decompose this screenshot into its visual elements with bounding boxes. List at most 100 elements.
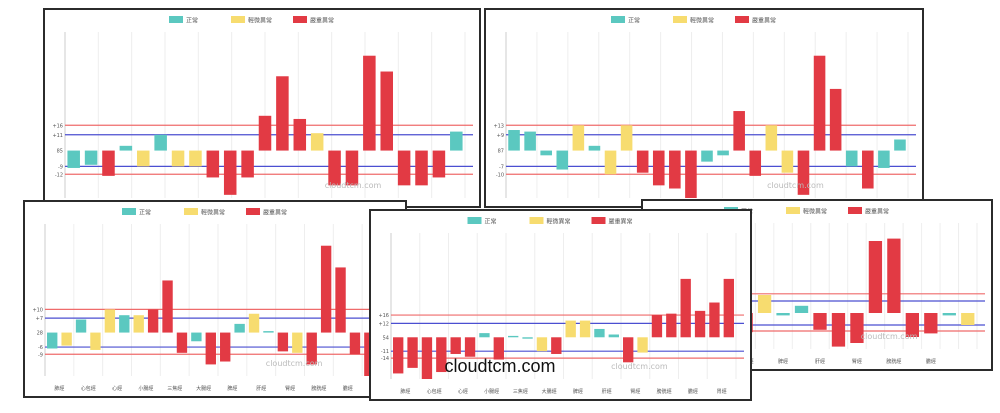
bar (757, 295, 772, 313)
ref-label: -14 (381, 356, 389, 362)
baseline-label: 54 (383, 335, 389, 341)
x-tick-label: 三焦經 (513, 388, 528, 395)
bar (878, 150, 890, 168)
bar (335, 267, 346, 333)
legend-swatch (231, 16, 245, 23)
ref-label: -10 (496, 172, 504, 178)
legend-label: 嚴重異常 (609, 218, 633, 226)
bar (223, 150, 237, 195)
bar (380, 71, 393, 151)
legend-swatch (611, 16, 625, 23)
bar (608, 334, 619, 338)
chart-svg-1: 正常 輕微異常 嚴重異常 +16 +11 -9 -12 85 cloudtcm.com (52, 16, 473, 198)
x-tick-label: 大腸經 (542, 388, 557, 395)
bar (119, 145, 133, 151)
bar (234, 323, 245, 333)
x-tick-label: 膀胱經 (886, 358, 901, 365)
ref-label: -11 (381, 349, 389, 355)
bar (845, 150, 858, 167)
ref-label: +11 (52, 133, 63, 139)
x-tick-label: 大腸經 (196, 385, 211, 392)
bar (829, 88, 842, 151)
bar (717, 150, 729, 156)
bar (749, 150, 762, 176)
ref-label: +16 (52, 123, 63, 129)
bar (701, 150, 713, 162)
x-tick-label: 腎經 (285, 385, 295, 392)
legend-swatch (293, 16, 307, 23)
bar (147, 309, 159, 333)
bar (524, 131, 536, 151)
bar (723, 278, 734, 338)
bar (924, 313, 938, 334)
bar (831, 313, 846, 347)
bar (652, 150, 665, 186)
bar (797, 150, 810, 195)
legend-swatch (529, 217, 544, 224)
bar (133, 315, 144, 333)
chart-panel-top-right: 正常 輕微異常 嚴重異常 +13 +9 -7 -10 87 cloudtcm.com (484, 8, 924, 208)
bar (579, 320, 591, 338)
bar (464, 337, 476, 357)
ref-label: +13 (493, 123, 504, 129)
bar (47, 332, 58, 349)
bar (432, 150, 446, 178)
bar (206, 150, 220, 178)
watermark-text: cloudtcm.com (325, 181, 382, 190)
bar (176, 332, 188, 353)
ref-label: +9 (497, 133, 504, 139)
legend-swatch (591, 217, 606, 224)
bar (508, 130, 520, 151)
x-tick-label: 胃經 (717, 388, 727, 395)
ref-label: -12 (55, 172, 63, 178)
bar (320, 245, 332, 333)
bar (292, 332, 303, 353)
bar (205, 332, 216, 365)
legend-swatch (467, 217, 482, 224)
bar (61, 332, 72, 346)
bar (794, 305, 809, 313)
x-tick-label: 三焦經 (167, 385, 182, 392)
legend-swatch (122, 208, 136, 215)
ref-label: -9 (58, 164, 63, 170)
x-tick-label: 膀胱經 (311, 385, 326, 392)
bar (171, 150, 185, 167)
x-tick-label: 心包經 (81, 385, 96, 392)
legend-swatch (184, 208, 198, 215)
baseline-label: 28 (37, 331, 43, 337)
ref-label: +7 (36, 316, 43, 322)
chart-panel-bottom-left: 正常 輕微異常 嚴重異常 +10 +7 -6 -9 28 肺經 心包經 心經 小腸經 三焦經 大腸經 脾經 肝… (23, 200, 407, 398)
bar (191, 332, 202, 342)
bar (733, 111, 745, 151)
bar (850, 313, 864, 343)
bar (421, 337, 433, 379)
bar (508, 335, 519, 338)
legend-label: 正常 (139, 209, 151, 217)
bar (345, 150, 359, 186)
x-tick-label: 腎經 (852, 358, 862, 365)
legend-label: 嚴重異常 (865, 208, 889, 216)
chart-panel-bottom-center: 正常 輕微異常 嚴重異常 +16 +12 -11 -14 54 肺經 心包經 心經 小腸經 三焦經 大腸經… (369, 209, 752, 401)
x-tick-label: 肺經 (400, 388, 410, 395)
bar (536, 337, 548, 352)
bar (813, 55, 826, 151)
bar (162, 280, 173, 333)
bar (694, 310, 706, 338)
bar (666, 313, 677, 338)
chart-svg-2: 正常 輕微異常 嚴重異常 +13 +9 -7 -10 87 cloudtcm.com (493, 16, 916, 198)
ref-label: +16 (378, 313, 389, 319)
bar (407, 337, 418, 368)
bar (604, 150, 617, 175)
legend-swatch (735, 16, 749, 23)
bar (565, 320, 576, 338)
bar (894, 139, 906, 151)
bar (248, 313, 260, 333)
legend-label: 正常 (485, 218, 497, 226)
legend-label: 輕微異常 (803, 208, 827, 216)
bar (363, 55, 376, 151)
bar (776, 313, 790, 316)
bar (685, 150, 697, 198)
bar (669, 150, 681, 189)
bar (67, 150, 80, 168)
bar (154, 134, 167, 151)
